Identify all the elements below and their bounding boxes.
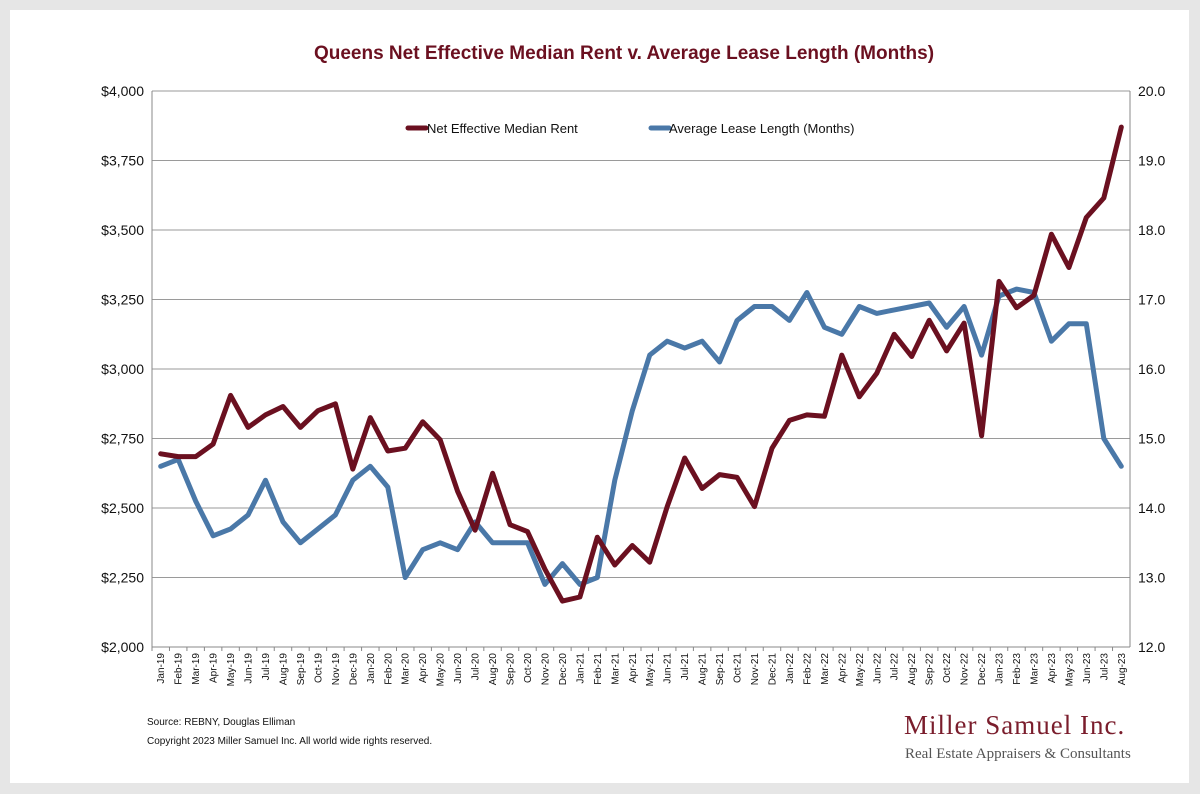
y-right-tick-label: 12.0 <box>1138 639 1165 655</box>
source-note: Source: REBNY, Douglas Elliman <box>147 717 296 728</box>
x-tick-label: Jan-19 <box>156 653 167 684</box>
x-tick-label: Sep-21 <box>715 653 726 686</box>
x-tick-label: Jan-23 <box>995 653 1006 684</box>
x-tick-label: May-22 <box>855 653 866 687</box>
x-tick-label: Oct-19 <box>313 653 324 683</box>
x-tick-label: Feb-19 <box>174 653 185 685</box>
x-tick-label: Jul-21 <box>680 653 691 681</box>
legend: Net Effective Median Rent Average Lease … <box>405 121 855 136</box>
x-tick-label: Jun-21 <box>663 653 674 684</box>
gridlines <box>151 90 1131 648</box>
y-left-tick-label: $3,750 <box>101 153 144 169</box>
y-right-tick-label: 18.0 <box>1138 222 1165 238</box>
x-tick-label: Aug-21 <box>698 653 709 686</box>
x-tick-label: Mar-23 <box>1029 653 1040 685</box>
chart: Queens Net Effective Median Rent v. Aver… <box>101 43 1165 686</box>
x-tick-label: Nov-21 <box>750 653 761 686</box>
x-tick-label: Mar-21 <box>610 653 621 685</box>
y-right-tick-label: 14.0 <box>1138 500 1165 516</box>
x-tick-label: Jul-20 <box>471 653 482 681</box>
x-tick-label: Apr-22 <box>837 653 848 683</box>
x-tick-label: Oct-21 <box>733 653 744 683</box>
y-right-tick-label: 13.0 <box>1138 570 1165 586</box>
y-left-tick-label: $2,250 <box>101 570 144 586</box>
series-lines <box>158 124 1124 604</box>
copyright-note: Copyright 2023 Miller Samuel Inc. All wo… <box>147 736 433 747</box>
x-tick-label: May-20 <box>436 653 447 687</box>
x-tick-label: May-23 <box>1064 653 1075 687</box>
x-tick-label: Oct-20 <box>523 653 534 683</box>
x-tick-label: Jul-19 <box>261 653 272 681</box>
chart-frame: Queens Net Effective Median Rent v. Aver… <box>10 10 1189 783</box>
x-tick-label: Dec-19 <box>348 653 359 686</box>
x-tick-label: Jan-22 <box>785 653 796 684</box>
legend-label-lease: Average Lease Length (Months) <box>669 121 855 136</box>
x-tick-label: Mar-20 <box>401 653 412 685</box>
x-tick-label: Feb-21 <box>593 653 604 685</box>
series-line-lease <box>158 286 1124 587</box>
y-right-tick-label: 16.0 <box>1138 361 1165 377</box>
x-tick-label: Dec-22 <box>977 653 988 686</box>
y-left-tick-label: $3,000 <box>101 361 144 377</box>
x-tick-label: Aug-19 <box>278 653 289 686</box>
x-tick-label: Mar-22 <box>820 653 831 685</box>
y-left-tick-label: $3,500 <box>101 222 144 238</box>
logo-tagline: Real Estate Appraisers & Consultants <box>905 746 1131 762</box>
x-tick-label: Aug-23 <box>1117 653 1128 686</box>
x-tick-label: Nov-19 <box>331 653 342 686</box>
y-right-tick-label: 15.0 <box>1138 431 1165 447</box>
y-right-tick-label: 19.0 <box>1138 153 1165 169</box>
x-tick-label: Sep-19 <box>296 653 307 686</box>
y-left-tick-label: $2,000 <box>101 639 144 655</box>
logo-wordmark: Miller Samuel Inc. <box>904 710 1126 740</box>
x-tick-label: Aug-22 <box>907 653 918 686</box>
y-left-tick-label: $2,750 <box>101 431 144 447</box>
y-right-tick-label: 20.0 <box>1138 83 1165 99</box>
y-right-tick-label: 17.0 <box>1138 292 1165 308</box>
x-tick-label: Jul-22 <box>890 653 901 681</box>
x-tick-label: Jan-21 <box>575 653 586 684</box>
legend-label-rent: Net Effective Median Rent <box>427 121 578 136</box>
y-left-tick-label: $2,500 <box>101 500 144 516</box>
x-tick-label: Nov-20 <box>540 653 551 686</box>
x-tick-label: Apr-20 <box>418 653 429 683</box>
x-tick-label: Mar-19 <box>191 653 202 685</box>
x-tick-label: Sep-22 <box>925 653 936 686</box>
x-tick-label: Dec-20 <box>558 653 569 686</box>
x-tick-label: Sep-20 <box>506 653 517 686</box>
x-tick-label: Feb-23 <box>1012 653 1023 685</box>
axis-ticks: $2,000 $2,250 $2,500 $2,750 $3,000 $3,250 $3,5… <box>101 83 1165 686</box>
x-tick-label: Jun-19 <box>244 653 255 684</box>
y-left-tick-label: $4,000 <box>101 83 144 99</box>
x-tick-label: Feb-20 <box>383 653 394 685</box>
x-tick-label: Jun-20 <box>453 653 464 684</box>
chart-title: Queens Net Effective Median Rent v. Aver… <box>314 43 934 64</box>
x-tick-label: Jun-23 <box>1082 653 1093 684</box>
x-tick-label: Dec-21 <box>767 653 778 686</box>
x-tick-label: Jul-23 <box>1099 653 1110 681</box>
x-tick-label: Apr-23 <box>1047 653 1058 683</box>
x-tick-label: Nov-22 <box>960 653 971 686</box>
x-tick-label: May-21 <box>645 653 656 687</box>
x-tick-label: Aug-20 <box>488 653 499 686</box>
y-left-tick-label: $3,250 <box>101 292 144 308</box>
x-tick-label: Jun-22 <box>872 653 883 684</box>
x-tick-label: Oct-22 <box>942 653 953 683</box>
series-line-rent <box>158 124 1124 604</box>
x-tick-label: Jan-20 <box>366 653 377 684</box>
x-tick-label: Feb-22 <box>802 653 813 685</box>
x-tick-label: Apr-19 <box>209 653 220 683</box>
x-tick-label: Apr-21 <box>628 653 639 683</box>
x-tick-label: May-19 <box>226 653 237 687</box>
